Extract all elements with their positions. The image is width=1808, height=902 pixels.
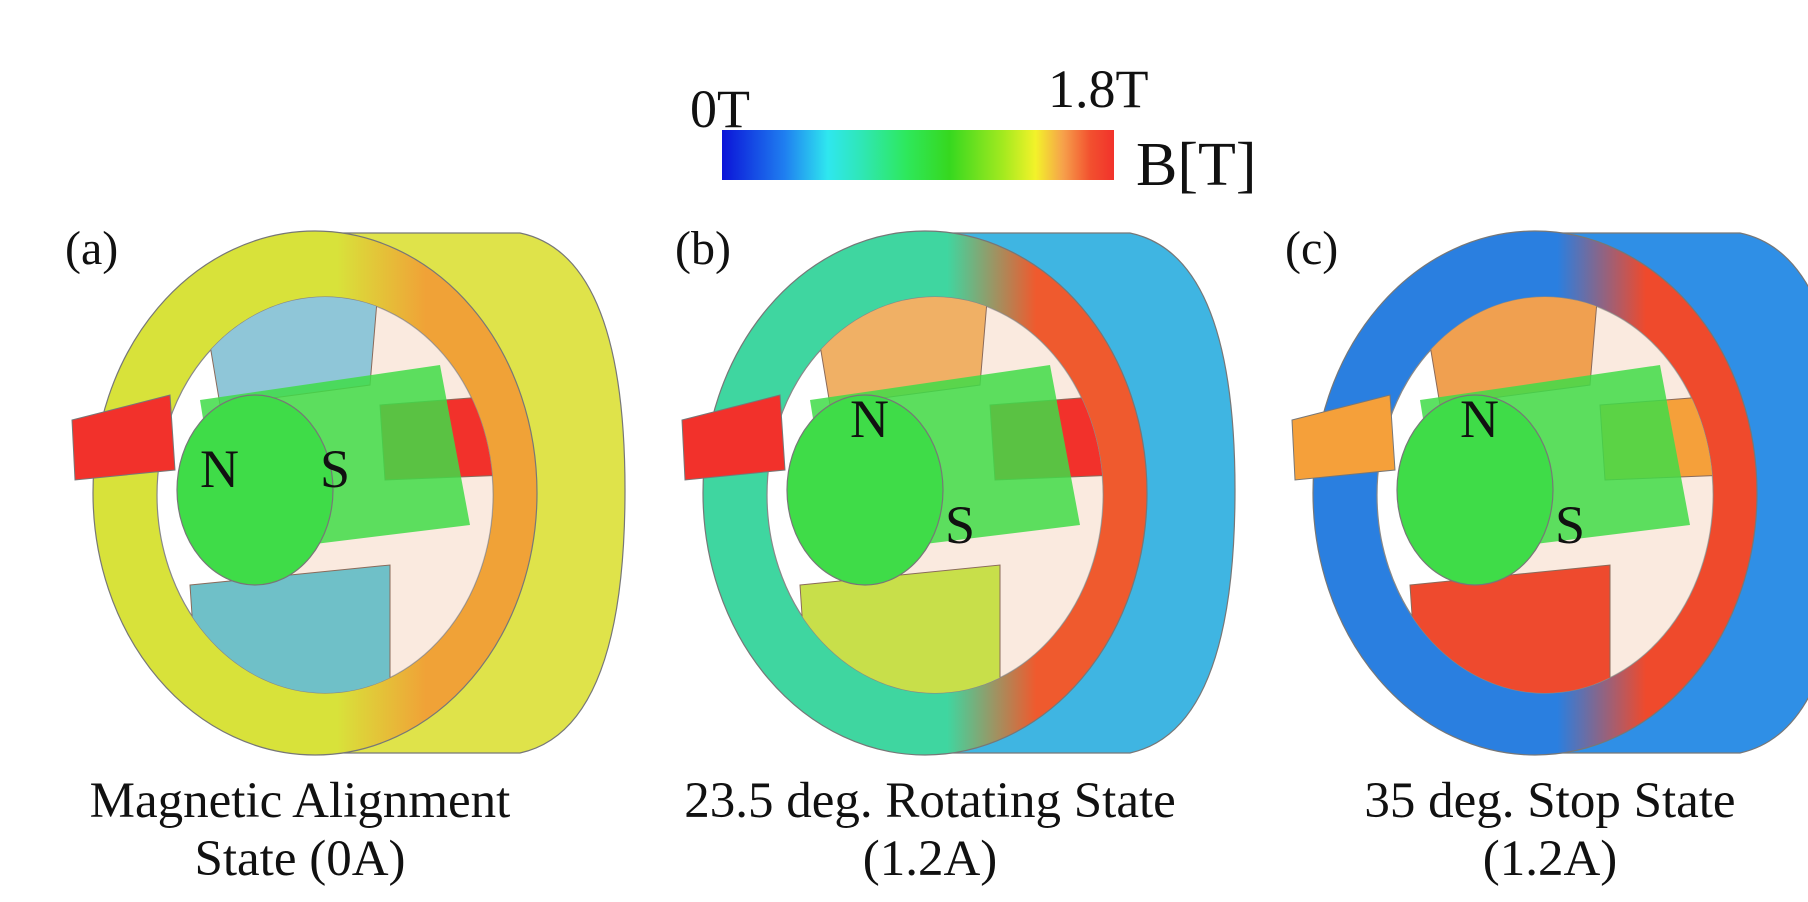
caption-line-1: 23.5 deg. Rotating State: [684, 773, 1176, 829]
colorbar: [722, 130, 1114, 180]
motor-diagram: NS: [1291, 230, 1808, 756]
stator-pole-left: [71, 394, 176, 481]
panel-label: (b): [675, 222, 731, 275]
rotor-face: [176, 394, 334, 586]
stator-pole-left: [1291, 394, 1396, 481]
colorbar-max-label: 1.8T: [1048, 59, 1149, 119]
pole-label-n: N: [200, 439, 239, 499]
caption-line-2: State (0A): [194, 831, 406, 887]
rotor-face: [786, 394, 944, 586]
pole-label-n: N: [1460, 389, 1499, 449]
rotor-face: [1396, 394, 1554, 586]
colorbar-min-label: 0T: [690, 79, 750, 139]
caption-b: 23.5 deg. Rotating State (1.2A): [640, 772, 1220, 888]
pole-label-s: S: [1555, 495, 1585, 555]
pole-label-s: S: [320, 439, 350, 499]
caption-line-1: 35 deg. Stop State: [1364, 773, 1736, 829]
caption-a: Magnetic Alignment State (0A): [40, 772, 560, 888]
caption-line-2: (1.2A): [1482, 831, 1618, 887]
stator-pole-left: [681, 394, 786, 481]
colorbar-unit-label: B[T]: [1136, 131, 1257, 199]
motor-diagram: NS: [681, 230, 1236, 756]
pole-label-s: S: [945, 495, 975, 555]
caption-c: 35 deg. Stop State (1.2A): [1310, 772, 1790, 888]
panel-label: (a): [65, 222, 119, 275]
pole-label-n: N: [850, 389, 889, 449]
caption-line-2: (1.2A): [862, 831, 998, 887]
caption-line-1: Magnetic Alignment: [89, 773, 511, 829]
panel-label: (c): [1285, 222, 1339, 275]
